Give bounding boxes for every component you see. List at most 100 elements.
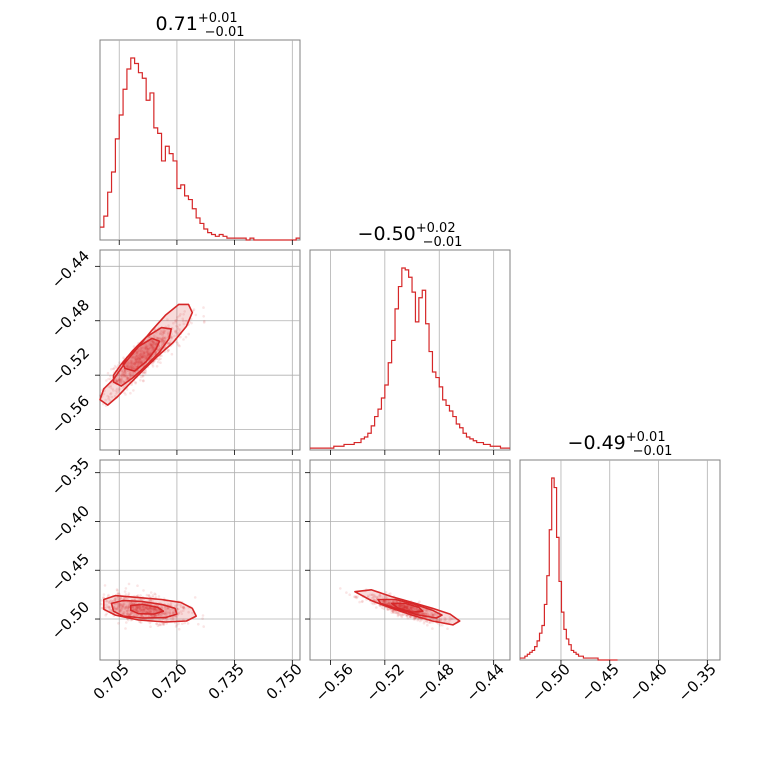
sample-point (133, 607, 137, 611)
sample-point (130, 365, 134, 368)
sample-point (425, 609, 429, 612)
sample-point (141, 353, 144, 357)
sample-point (139, 614, 142, 617)
sample-point (143, 353, 146, 357)
sample-point (119, 606, 122, 610)
sample-point (151, 343, 154, 346)
sample-point (384, 591, 388, 594)
sample-point (121, 604, 125, 608)
sample-point (159, 357, 162, 361)
sample-point (178, 328, 182, 331)
y-tick-label: −0.48 (48, 296, 93, 341)
sample-point (174, 614, 178, 618)
sample-point (113, 596, 117, 599)
sample-point (118, 377, 122, 380)
sample-point (120, 374, 123, 378)
sample-point (153, 609, 156, 612)
sample-point (406, 614, 409, 617)
sample-point (401, 603, 405, 607)
sample-point (431, 613, 435, 617)
sample-point (138, 358, 142, 362)
sample-point (99, 602, 103, 606)
sample-point (125, 605, 128, 609)
sample-point (126, 612, 130, 615)
sample-point (112, 367, 116, 370)
sample-point (168, 608, 172, 612)
sample-point (419, 611, 422, 615)
sample-point (172, 610, 175, 613)
contour-inner (390, 602, 424, 614)
sample-point (128, 373, 131, 376)
sample-point (143, 607, 147, 610)
sample-point (174, 320, 177, 324)
sample-point (136, 363, 140, 367)
sample-point (109, 377, 112, 381)
sample-point (145, 347, 148, 350)
sample-point (118, 603, 122, 606)
sample-point (144, 346, 148, 349)
sample-point (120, 604, 124, 607)
sample-point (105, 603, 108, 607)
sample-point (187, 610, 190, 614)
sample-point (151, 354, 155, 358)
sample-point (146, 351, 150, 354)
sample-point (138, 620, 142, 624)
sample-point (114, 389, 118, 393)
sample-point (157, 349, 160, 352)
sample-point (388, 601, 391, 605)
sample-point (142, 359, 145, 362)
sample-point (130, 375, 134, 378)
sample-point (124, 375, 128, 378)
sample-point (116, 379, 119, 383)
sample-point (119, 610, 123, 613)
sample-point (130, 601, 134, 605)
sample-point (141, 374, 145, 377)
sample-point (138, 607, 142, 611)
sample-point (179, 605, 183, 608)
sample-point (121, 603, 124, 606)
sample-point (372, 602, 375, 606)
sample-point (406, 606, 409, 610)
sample-point (435, 618, 439, 622)
sample-point (149, 606, 152, 610)
sample-point (143, 355, 146, 358)
sample-point (160, 343, 164, 347)
sample-point (153, 607, 157, 610)
sample-point (122, 612, 125, 616)
sample-point (433, 613, 437, 616)
sample-point (117, 603, 121, 606)
sample-point (105, 600, 108, 603)
sample-point (150, 614, 153, 618)
sample-point (370, 593, 374, 597)
sample-point (151, 344, 154, 348)
sample-point (146, 351, 150, 355)
sample-point (387, 602, 391, 605)
sample-point (123, 375, 126, 378)
sample-point (422, 612, 425, 615)
sample-point (111, 600, 114, 603)
sample-point (135, 358, 138, 361)
sample-point (146, 352, 149, 356)
sample-point (106, 394, 109, 398)
sample-point (163, 612, 166, 615)
sample-point (399, 604, 403, 608)
sample-point (149, 599, 152, 602)
sample-point (142, 609, 146, 612)
sample-point (354, 595, 357, 598)
sample-point (404, 614, 408, 617)
sample-point (444, 618, 448, 621)
sample-point (139, 378, 142, 382)
contour-inner (130, 603, 165, 615)
sample-point (150, 339, 153, 342)
sample-point (142, 605, 145, 608)
sample-point (120, 369, 123, 373)
sample-point (410, 606, 413, 609)
sample-point (421, 611, 424, 615)
sample-point (120, 373, 124, 376)
sample-point (187, 332, 190, 336)
sample-point (137, 362, 140, 365)
sample-point (123, 370, 127, 373)
sample-point (155, 365, 159, 368)
sample-point (382, 599, 386, 603)
sample-point (414, 608, 417, 611)
